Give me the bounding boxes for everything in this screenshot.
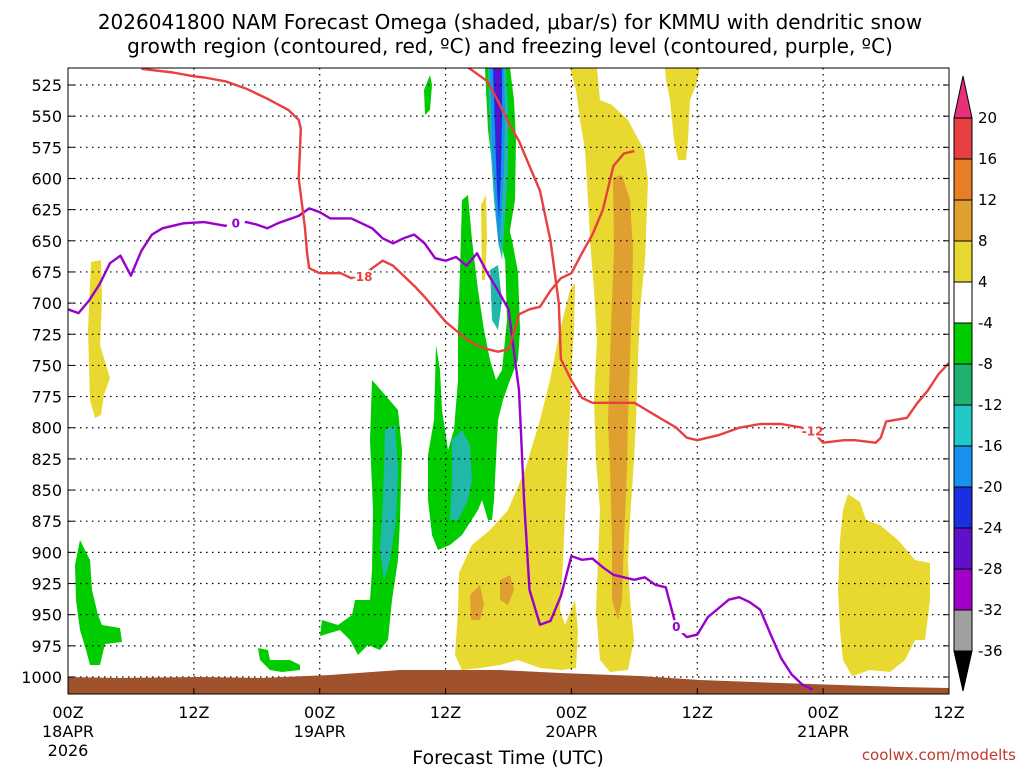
y-tick-label: 975 — [31, 637, 62, 656]
y-axis: 525 550 575 600 625 650 675 700 725 750 775 800 825 8… — [21, 76, 949, 687]
colorbar-top-arrow — [953, 75, 973, 119]
colorbar-level-label: -16 — [978, 437, 1003, 455]
colorbar-level-label: 12 — [978, 191, 997, 209]
chart-title-line2: growth region (contoured, red, ºC) and f… — [127, 34, 893, 58]
colorbar-level-label: -4 — [978, 314, 993, 332]
freezing-level-contour-label: 0 — [232, 216, 240, 230]
x-tick-date-label: 20APR — [545, 722, 597, 741]
x-tick-label: 12Z — [430, 703, 461, 722]
colorbar-swatch — [953, 240, 973, 283]
dendritic-m12-contour-label-bg — [803, 424, 822, 438]
colorbar-level-label: -24 — [978, 519, 1003, 537]
colorbar-swatch — [953, 609, 973, 652]
x-tick-label: 12Z — [682, 703, 713, 722]
y-tick-label: 600 — [31, 169, 62, 188]
x-tick-label: 00Z — [556, 703, 587, 722]
credit-text: coolwx.com/modelts — [862, 746, 1016, 764]
omega-purple-shading — [495, 68, 500, 170]
colorbar-level-label: -28 — [978, 560, 1003, 578]
y-tick-label: 800 — [31, 419, 62, 438]
x-tick-label: 00Z — [304, 703, 335, 722]
colorbar-swatch — [953, 199, 973, 242]
omega-negative-shading — [75, 68, 520, 672]
y-tick-label: 575 — [31, 138, 62, 157]
y-tick-label: 900 — [31, 543, 62, 562]
y-tick-label: 625 — [31, 201, 62, 220]
dendritic-m18-contour-label-bg — [352, 269, 371, 283]
colorbar-level-label: -36 — [978, 642, 1003, 660]
y-tick-label: 550 — [31, 107, 62, 126]
x-tick-date-label: 21APR — [797, 722, 849, 741]
y-tick-label: 725 — [31, 325, 62, 344]
x-tick-date-label: 18APR — [42, 722, 94, 741]
colorbar-swatch — [953, 404, 973, 447]
x-tick-date-label: 19APR — [294, 722, 346, 741]
colorbar-level-label: -32 — [978, 601, 1003, 619]
x-tick-label: 00Z — [52, 703, 83, 722]
dendritic-m12-contour-label: -12 — [802, 424, 824, 438]
y-tick-label: 525 — [31, 76, 62, 95]
colorbar: 20 16 12 8 4 -4 -8 -12 -16 -20 -24 -28 -32 -36 — [953, 75, 1003, 692]
y-tick-label: 700 — [31, 294, 62, 313]
omega-strong-shading — [470, 175, 633, 620]
x-tick-label: 12Z — [933, 703, 964, 722]
dendritic-m12-contour — [466, 68, 949, 444]
contour-lines: 0 0 -12 -18 — [68, 68, 949, 691]
colorbar-level-label: -20 — [978, 478, 1003, 496]
ground-shading — [68, 670, 949, 694]
dendritic-m18-contour-label: -18 — [351, 270, 373, 284]
y-tick-label: 1000 — [21, 668, 62, 687]
colorbar-swatch — [953, 158, 973, 201]
colorbar-level-label: 20 — [978, 109, 997, 127]
y-tick-label: 675 — [31, 263, 62, 282]
y-tick-label: 775 — [31, 388, 62, 407]
y-tick-label: 875 — [31, 512, 62, 531]
chart-title-line1: 2026041800 NAM Forecast Omega (shaded, μ… — [98, 10, 922, 34]
freezing-level-contour-label: 0 — [672, 620, 680, 634]
colorbar-swatch — [953, 363, 973, 406]
y-tick-label: 750 — [31, 356, 62, 375]
colorbar-swatch — [953, 281, 973, 324]
colorbar-level-label: 8 — [978, 232, 988, 250]
colorbar-swatch — [953, 527, 973, 570]
colorbar-swatch — [953, 117, 973, 160]
colorbar-swatch — [953, 445, 973, 488]
plot-frame — [67, 67, 950, 695]
x-tick-label: 12Z — [178, 703, 209, 722]
y-tick-label: 925 — [31, 575, 62, 594]
colorbar-level-label: 4 — [978, 273, 988, 291]
y-tick-label: 650 — [31, 232, 62, 251]
x-axis-label: Forecast Time (UTC) — [412, 747, 603, 768]
dendritic-m18-contour — [141, 68, 635, 353]
colorbar-swatch — [953, 486, 973, 529]
y-tick-label: 825 — [31, 450, 62, 469]
y-tick-label: 950 — [31, 606, 62, 625]
omega-positive-shading — [88, 68, 930, 676]
x-tick-year-label: 2026 — [48, 741, 89, 760]
omega-shading — [75, 68, 930, 676]
x-tick-label: 00Z — [807, 703, 838, 722]
colorbar-level-label: -12 — [978, 396, 1003, 414]
freezing-level-contour-label-bg — [667, 620, 686, 634]
freezing-level-contour-label-bg — [226, 216, 245, 230]
freezing-level-contour — [68, 207, 814, 691]
y-tick-label: 850 — [31, 481, 62, 500]
colorbar-bottom-arrow — [953, 650, 973, 692]
colorbar-swatch — [953, 322, 973, 365]
colorbar-level-label: 16 — [978, 150, 997, 168]
colorbar-level-label: -8 — [978, 355, 993, 373]
colorbar-swatch — [953, 568, 973, 611]
